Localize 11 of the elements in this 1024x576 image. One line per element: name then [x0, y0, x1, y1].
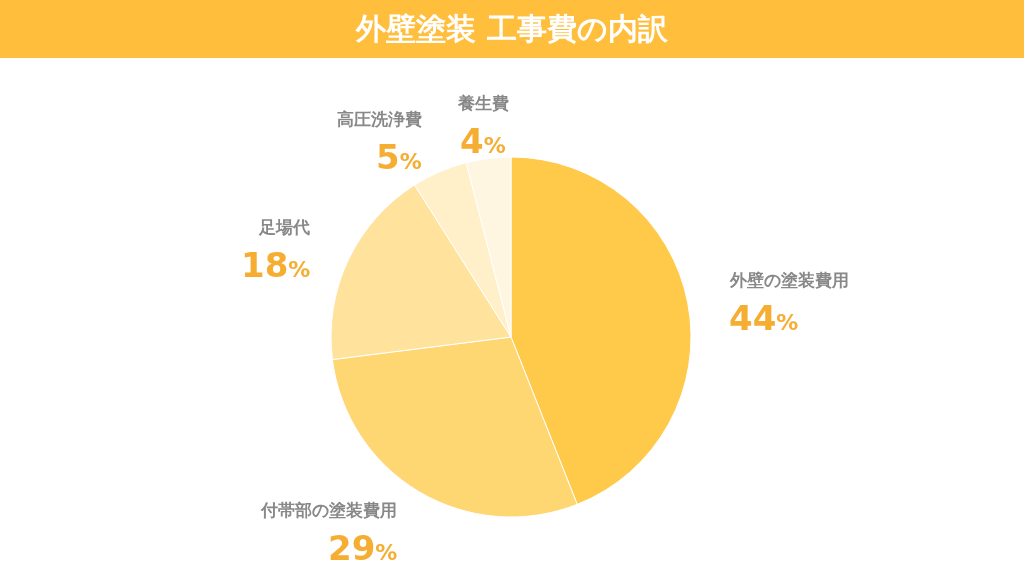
slice-label: 外壁の塗装費用 [729, 270, 849, 290]
data-label: 5% [376, 137, 422, 177]
slice-label: 足場代 [258, 217, 310, 237]
slice-label: 高圧洗浄費 [337, 109, 422, 129]
data-label: 29% [328, 528, 398, 568]
slice-label: 付帯部の塗装費用 [260, 500, 397, 520]
slice-label: 養生費 [457, 93, 509, 113]
chart-title: 外壁塗装 工事費の内訳 [0, 0, 1024, 58]
data-label: 44% [729, 298, 799, 338]
data-label: 18% [241, 245, 311, 285]
data-label: 4% [460, 121, 506, 161]
